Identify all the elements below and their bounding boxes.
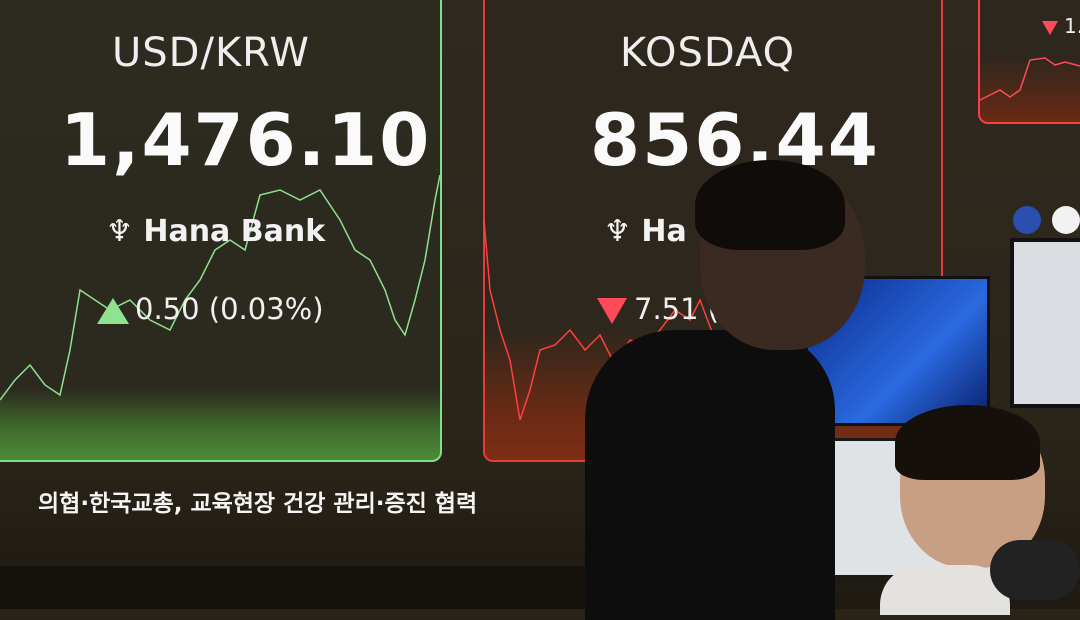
up-arrow-icon — [97, 298, 129, 324]
brand-logo: ♆ Ha — [604, 214, 687, 249]
monitor-document — [1010, 238, 1080, 408]
brand-logo: ♆ Hana Bank — [106, 214, 325, 249]
board-title: KOSDAQ — [620, 30, 796, 76]
office-chair — [990, 540, 1080, 600]
korea-flag-icon — [1052, 206, 1080, 234]
person-seated-shirt — [880, 565, 1010, 615]
board-value: 1,476.10 — [60, 98, 432, 182]
hana-logo-icon: ♆ — [604, 214, 642, 249]
kosdaq-sparkline — [483, 219, 716, 421]
down-arrow-icon — [1042, 21, 1058, 35]
board-base — [0, 566, 585, 609]
partial-sparkline — [979, 57, 1080, 101]
person-hair — [695, 160, 845, 250]
person-seated-hair — [895, 405, 1040, 480]
eu-flag-icon — [1013, 206, 1041, 234]
usd-krw-board — [0, 0, 442, 462]
usd-krw-sparkline — [0, 174, 441, 401]
board-change: 0.50 (0.03%) — [135, 292, 324, 326]
brand-name: Hana Bank — [143, 214, 326, 249]
person-walking-body — [585, 330, 835, 620]
board-title: USD/KRW — [112, 30, 310, 76]
brand-name: Ha — [641, 214, 687, 249]
hana-logo-icon: ♆ — [106, 214, 144, 249]
board-change: 1. — [1064, 14, 1080, 38]
news-ticker-headline: 의협·한국교총, 교육현장 건강 관리·증진 협력 — [38, 491, 478, 517]
down-arrow-icon — [597, 298, 627, 324]
